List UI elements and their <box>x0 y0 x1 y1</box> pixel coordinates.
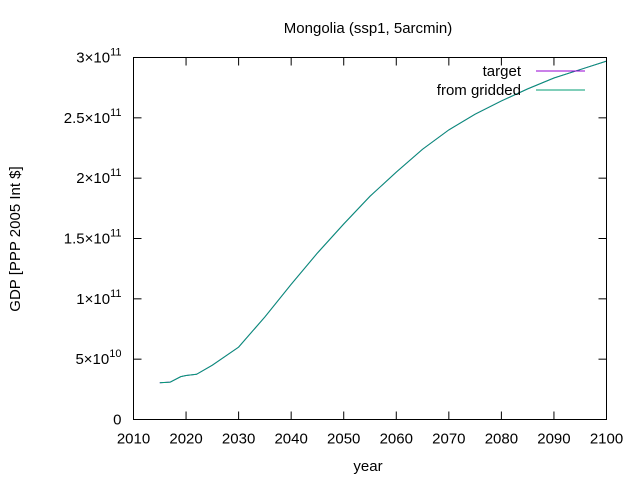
legend: target from gridded <box>437 63 585 99</box>
y-tick-label: 3×1011 <box>76 47 121 67</box>
legend-label: target <box>483 63 522 80</box>
y-tick-label-base: 1.5×10 <box>64 231 110 248</box>
y-tick-label-exponent: 11 <box>110 107 121 119</box>
y-tick-label-exponent: 11 <box>110 288 121 300</box>
x-tick-label: 2010 <box>117 431 150 448</box>
series-line-1 <box>159 60 607 384</box>
y-tick-label-exponent: 11 <box>110 167 121 179</box>
x-tick-label: 2030 <box>222 431 255 448</box>
x-tick-label: 2050 <box>327 431 360 448</box>
y-tick-label-base: 2.5×10 <box>64 110 110 127</box>
y-tick-label-base: 0 <box>113 412 121 429</box>
y-tick-label-exponent: 10 <box>109 348 121 360</box>
axis-ticks: 2010 2020 2030 2040 2050 2060 2070 2080 2090 2100… <box>64 47 623 448</box>
series-line-0 <box>159 60 607 384</box>
y-axis-label: GDP [PPP 2005 Int $] <box>7 166 24 311</box>
x-axis-label: year <box>353 458 382 475</box>
y-tick-label: 2×1011 <box>76 167 121 187</box>
y-tick-label: 5×1010 <box>75 348 121 368</box>
y-tick-label-exponent: 11 <box>110 47 121 59</box>
y-tick-label: 0 <box>113 412 121 429</box>
y-tick-label-base: 2×10 <box>76 170 110 187</box>
x-tick-label: 2080 <box>485 431 518 448</box>
y-tick-label-base: 3×10 <box>76 50 110 67</box>
y-tick-label: 2.5×1011 <box>64 107 122 127</box>
x-tick-label: 2020 <box>169 431 202 448</box>
y-tick-label-exponent: 11 <box>110 228 121 240</box>
y-tick-label: 1.5×1011 <box>64 228 122 248</box>
x-tick-label: 2090 <box>537 431 570 448</box>
plot-series <box>159 60 607 384</box>
plot-frame <box>133 57 607 420</box>
legend-label: from gridded <box>437 82 521 99</box>
x-tick-label: 2040 <box>274 431 307 448</box>
x-tick-label: 2070 <box>432 431 465 448</box>
y-tick-label-base: 1×10 <box>76 291 110 308</box>
chart-title: Mongolia (ssp1, 5arcmin) <box>284 20 452 37</box>
x-tick-label: 2100 <box>590 431 623 448</box>
x-tick-label: 2060 <box>380 431 413 448</box>
y-tick-label-base: 5×10 <box>75 351 109 368</box>
y-tick-label: 1×1011 <box>76 288 121 308</box>
